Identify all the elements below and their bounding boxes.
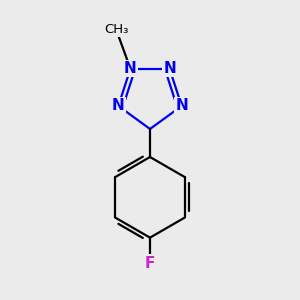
Text: F: F bbox=[145, 256, 155, 271]
Text: N: N bbox=[124, 61, 137, 76]
Text: N: N bbox=[112, 98, 125, 113]
Text: N: N bbox=[175, 98, 188, 113]
Text: CH₃: CH₃ bbox=[104, 23, 129, 36]
Text: N: N bbox=[163, 61, 176, 76]
